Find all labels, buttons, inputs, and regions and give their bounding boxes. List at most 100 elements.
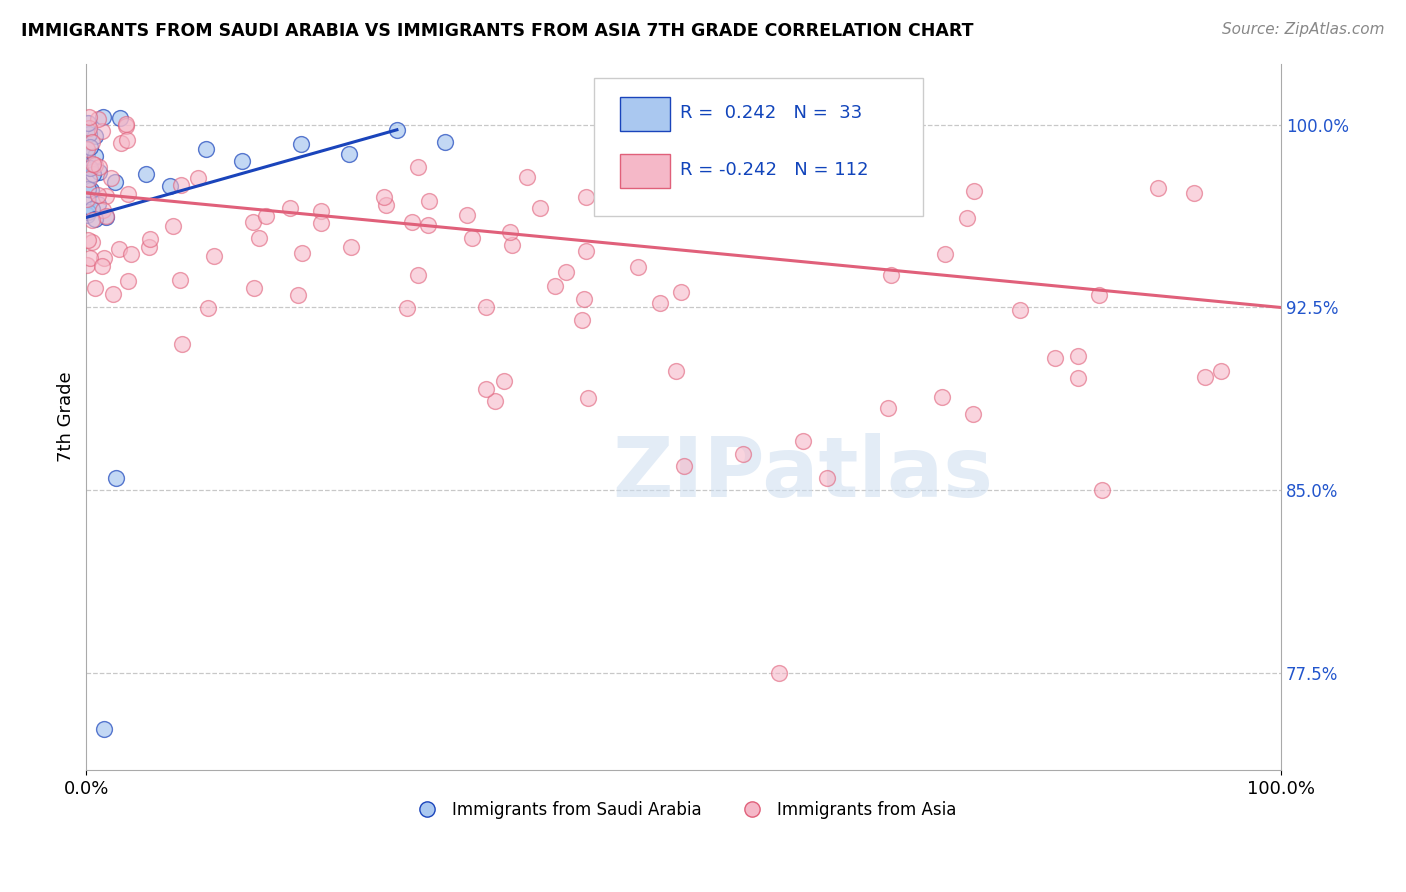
Point [115,117,138,131]
Legend: Immigrants from Saudi Arabia, Immigrants from Asia: Immigrants from Saudi Arabia, Immigrants… [404,794,963,825]
Point [877,401,900,415]
Point [115,133,138,147]
Point [91,124,114,138]
Point [84,211,107,226]
Text: R =  0.242   N =  33: R = 0.242 N = 33 [681,104,862,122]
Point [187,171,209,186]
Point [934,247,956,261]
Point [291,245,314,260]
Point [554,265,576,279]
Point [83,281,105,295]
Point [931,390,953,404]
Y-axis label: 7th Grade: 7th Grade [58,372,75,462]
Point [484,393,506,408]
Point [194,142,217,156]
Point [79,161,101,175]
Point [1066,371,1088,385]
Point [82,167,104,181]
Point [91,203,114,218]
Point [83,158,105,172]
Point [373,190,395,204]
Point [100,171,122,186]
Point [77,194,100,208]
Point [117,187,139,202]
Text: R = -0.242   N = 112: R = -0.242 N = 112 [681,161,869,179]
Point [1088,288,1111,302]
Point [456,208,478,222]
Point [956,211,979,225]
Point [202,250,225,264]
Point [815,471,838,485]
Point [170,337,193,351]
Point [962,407,984,421]
FancyBboxPatch shape [620,153,671,187]
Point [290,137,312,152]
Point [792,434,814,449]
Point [247,231,270,245]
Point [169,273,191,287]
Point [1184,186,1206,201]
Point [311,203,333,218]
Point [287,288,309,302]
Point [79,140,101,154]
Point [77,127,100,141]
Point [278,202,301,216]
Point [494,374,516,388]
Point [575,190,598,204]
Point [104,175,127,189]
Point [87,160,110,174]
Point [80,183,103,197]
Point [648,295,671,310]
Point [733,446,755,460]
Point [76,116,98,130]
Point [159,178,181,193]
Point [87,188,110,202]
Point [1147,181,1170,195]
Point [406,160,429,174]
Point [572,292,595,306]
Point [90,259,112,273]
Point [77,182,100,196]
Point [672,458,695,473]
Point [162,219,184,234]
Point [79,251,101,265]
Point [86,112,108,126]
Point [76,193,98,207]
Point [1209,364,1232,378]
Point [93,110,115,124]
Point [80,202,103,216]
FancyBboxPatch shape [620,97,671,131]
Point [243,281,266,295]
Point [340,240,363,254]
Point [76,150,98,164]
Point [963,184,986,198]
Point [416,218,439,232]
Point [1091,483,1114,497]
Point [433,135,456,149]
Point [135,167,157,181]
Point [242,215,264,229]
Point [110,136,132,150]
Point [93,251,115,265]
Point [96,189,118,203]
Point [94,209,117,223]
Point [768,665,790,680]
Point [1010,303,1032,318]
Point [197,301,219,315]
Point [77,204,100,219]
Point [669,285,692,299]
Point [76,142,98,156]
Point [401,215,423,229]
Point [665,364,688,378]
Point [1067,349,1090,363]
Point [575,244,598,258]
Point [1194,370,1216,384]
Point [460,231,482,245]
Point [114,119,136,133]
Point [117,274,139,288]
Point [474,382,496,396]
Point [76,208,98,222]
Point [84,129,107,144]
Point [529,202,551,216]
Point [108,242,131,256]
